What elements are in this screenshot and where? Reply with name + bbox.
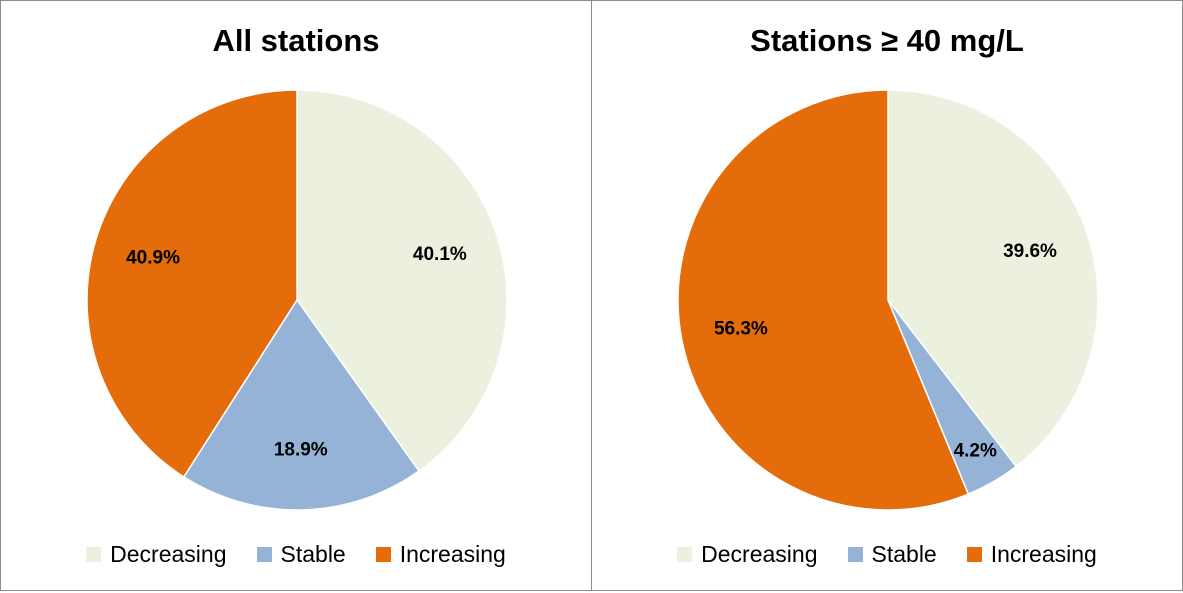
data-label-stable: 4.2% [954,440,997,461]
legend-item-stable: Stable [256,541,346,568]
legend: Decreasing Stable Increasing [592,541,1182,568]
data-label-stable: 18.9% [274,439,328,460]
pie-slice-decreasing [296,89,508,473]
data-label-increasing: 56.3% [714,319,768,340]
legend-item-increasing: Increasing [375,541,506,568]
pie-chart-panel-all-stations: All stations 40.1% 18.9% 40.9% Decreasing … [0,0,592,591]
pie-chart: 39.6% 4.2% 56.3% [677,89,1099,511]
legend-item-decreasing: Decreasing [677,541,818,568]
legend-swatch-stable [256,547,272,562]
legend-label-stable: Stable [871,541,937,567]
pie-slice-decreasing [887,89,1099,468]
data-label-decreasing: 39.6% [1003,241,1057,262]
legend-item-decreasing: Decreasing [86,541,227,568]
pie-slice-stable [182,298,420,511]
pie-slice-increasing [86,89,298,478]
legend-swatch-decreasing [677,547,693,562]
legend-label-increasing: Increasing [399,541,506,567]
legend: Decreasing Stable Increasing [1,541,591,568]
legend-label-decreasing: Decreasing [701,541,818,567]
legend-label-increasing: Increasing [990,541,1097,567]
data-label-decreasing: 40.1% [413,244,467,265]
legend-swatch-stable [847,547,863,562]
pie-slice-increasing [677,89,970,511]
legend-swatch-increasing [375,547,391,562]
legend-swatch-decreasing [86,547,102,562]
chart-title: All stations [212,23,380,58]
chart-title: Stations ≥ 40 mg/L [750,23,1024,58]
legend-swatch-increasing [966,547,982,562]
legend-item-increasing: Increasing [966,541,1097,568]
legend-label-stable: Stable [280,541,346,567]
legend-item-stable: Stable [847,541,937,568]
legend-label-decreasing: Decreasing [110,541,227,567]
pie-chart: 40.1% 18.9% 40.9% [86,89,508,511]
pie-chart-panel-stations-above-40: Stations ≥ 40 mg/L 39.6% 4.2% 56.3% Decrea… [591,0,1183,591]
data-label-increasing: 40.9% [126,247,180,268]
